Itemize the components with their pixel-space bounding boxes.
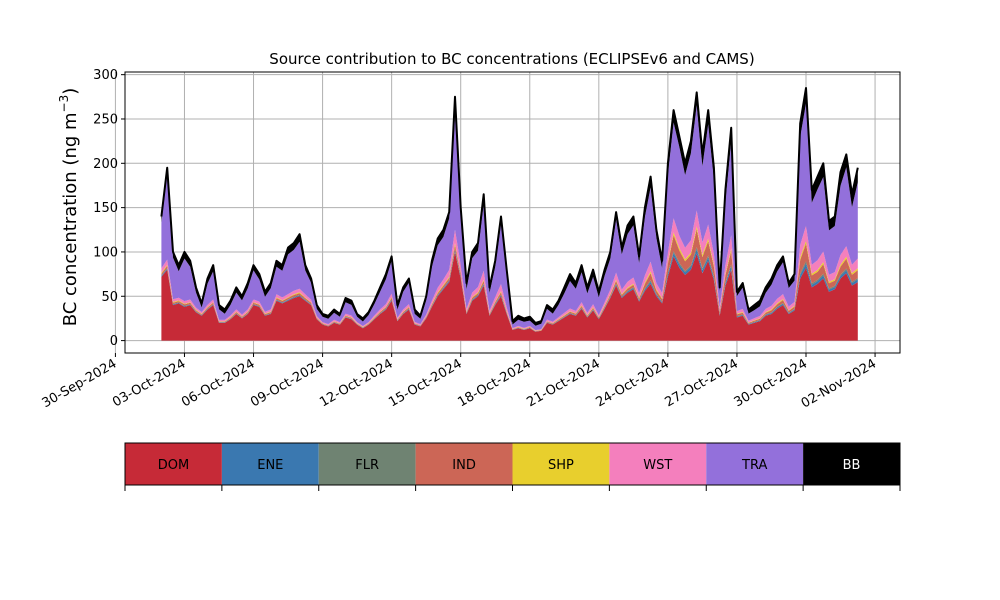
y-tick-label: 150 [93,201,118,216]
x-tick-label: 21-Oct-2024 [524,356,602,410]
area-dom [161,251,858,341]
y-tick-label: 0 [110,334,118,349]
x-tick-label: 12-Oct-2024 [317,356,395,410]
legend-swatch-tra [706,443,804,485]
legend-swatch-bb [803,443,900,485]
legend-label-ind: IND [452,458,476,473]
x-tick-label: 30-Oct-2024 [732,356,810,410]
chart-title: Source contribution to BC concentrations… [269,50,754,68]
y-axis-label-exponent: −3 [57,95,71,113]
x-tick-label: 02-Nov-2024 [799,356,879,411]
plot-frame [124,71,901,354]
legend-label-tra: TRA [741,458,767,473]
y-axis: 0 50 100 150 200 250 300 [93,68,125,349]
legend-label-wst: WST [643,458,672,473]
y-tick-label: 200 [93,157,118,172]
legend-swatch-dom [125,443,222,485]
legend-colorbar: DOM ENE FLR IND SHP WST TRA BB [124,442,901,491]
x-tick-label: 03-Oct-2024 [110,356,188,410]
x-tick-label: 18-Oct-2024 [455,356,533,410]
y-tick-label: 50 [101,290,118,305]
x-tick-label: 06-Oct-2024 [179,356,257,410]
legend-label-ene: ENE [257,458,283,473]
y-tick-label: 100 [93,245,118,260]
area-tra [161,103,858,331]
legend-swatch-flr [318,443,416,485]
y-axis-label-main: BC concentration (ng m [60,112,81,326]
y-tick-label: 300 [93,68,118,83]
y-tick-label: 250 [93,112,118,127]
legend-swatch-ind [415,443,513,485]
legend-swatch-shp [512,443,610,485]
legend-label-dom: DOM [158,458,189,473]
legend-label-bb: BB [843,458,861,473]
y-axis-label-close: ) [60,88,81,95]
x-tick-label: 24-Oct-2024 [593,356,671,410]
legend-label-shp: SHP [548,458,574,473]
y-axis-label: BC concentration (ng m−3) [57,88,81,327]
x-axis: 30-Sep-202403-Oct-202406-Oct-202409-Oct-… [40,353,879,411]
legend-swatch-ene [221,443,319,485]
legend-label-flr: FLR [355,458,379,473]
x-tick-label: 27-Oct-2024 [663,356,741,410]
x-tick-label: 15-Oct-2024 [386,356,464,410]
x-tick-label: 09-Oct-2024 [248,356,326,410]
stacked-areas [160,87,859,341]
x-tick-label: 30-Sep-2024 [40,356,120,411]
legend-swatch-wst [609,443,707,485]
area-bb [161,88,858,326]
total-line [160,87,859,324]
